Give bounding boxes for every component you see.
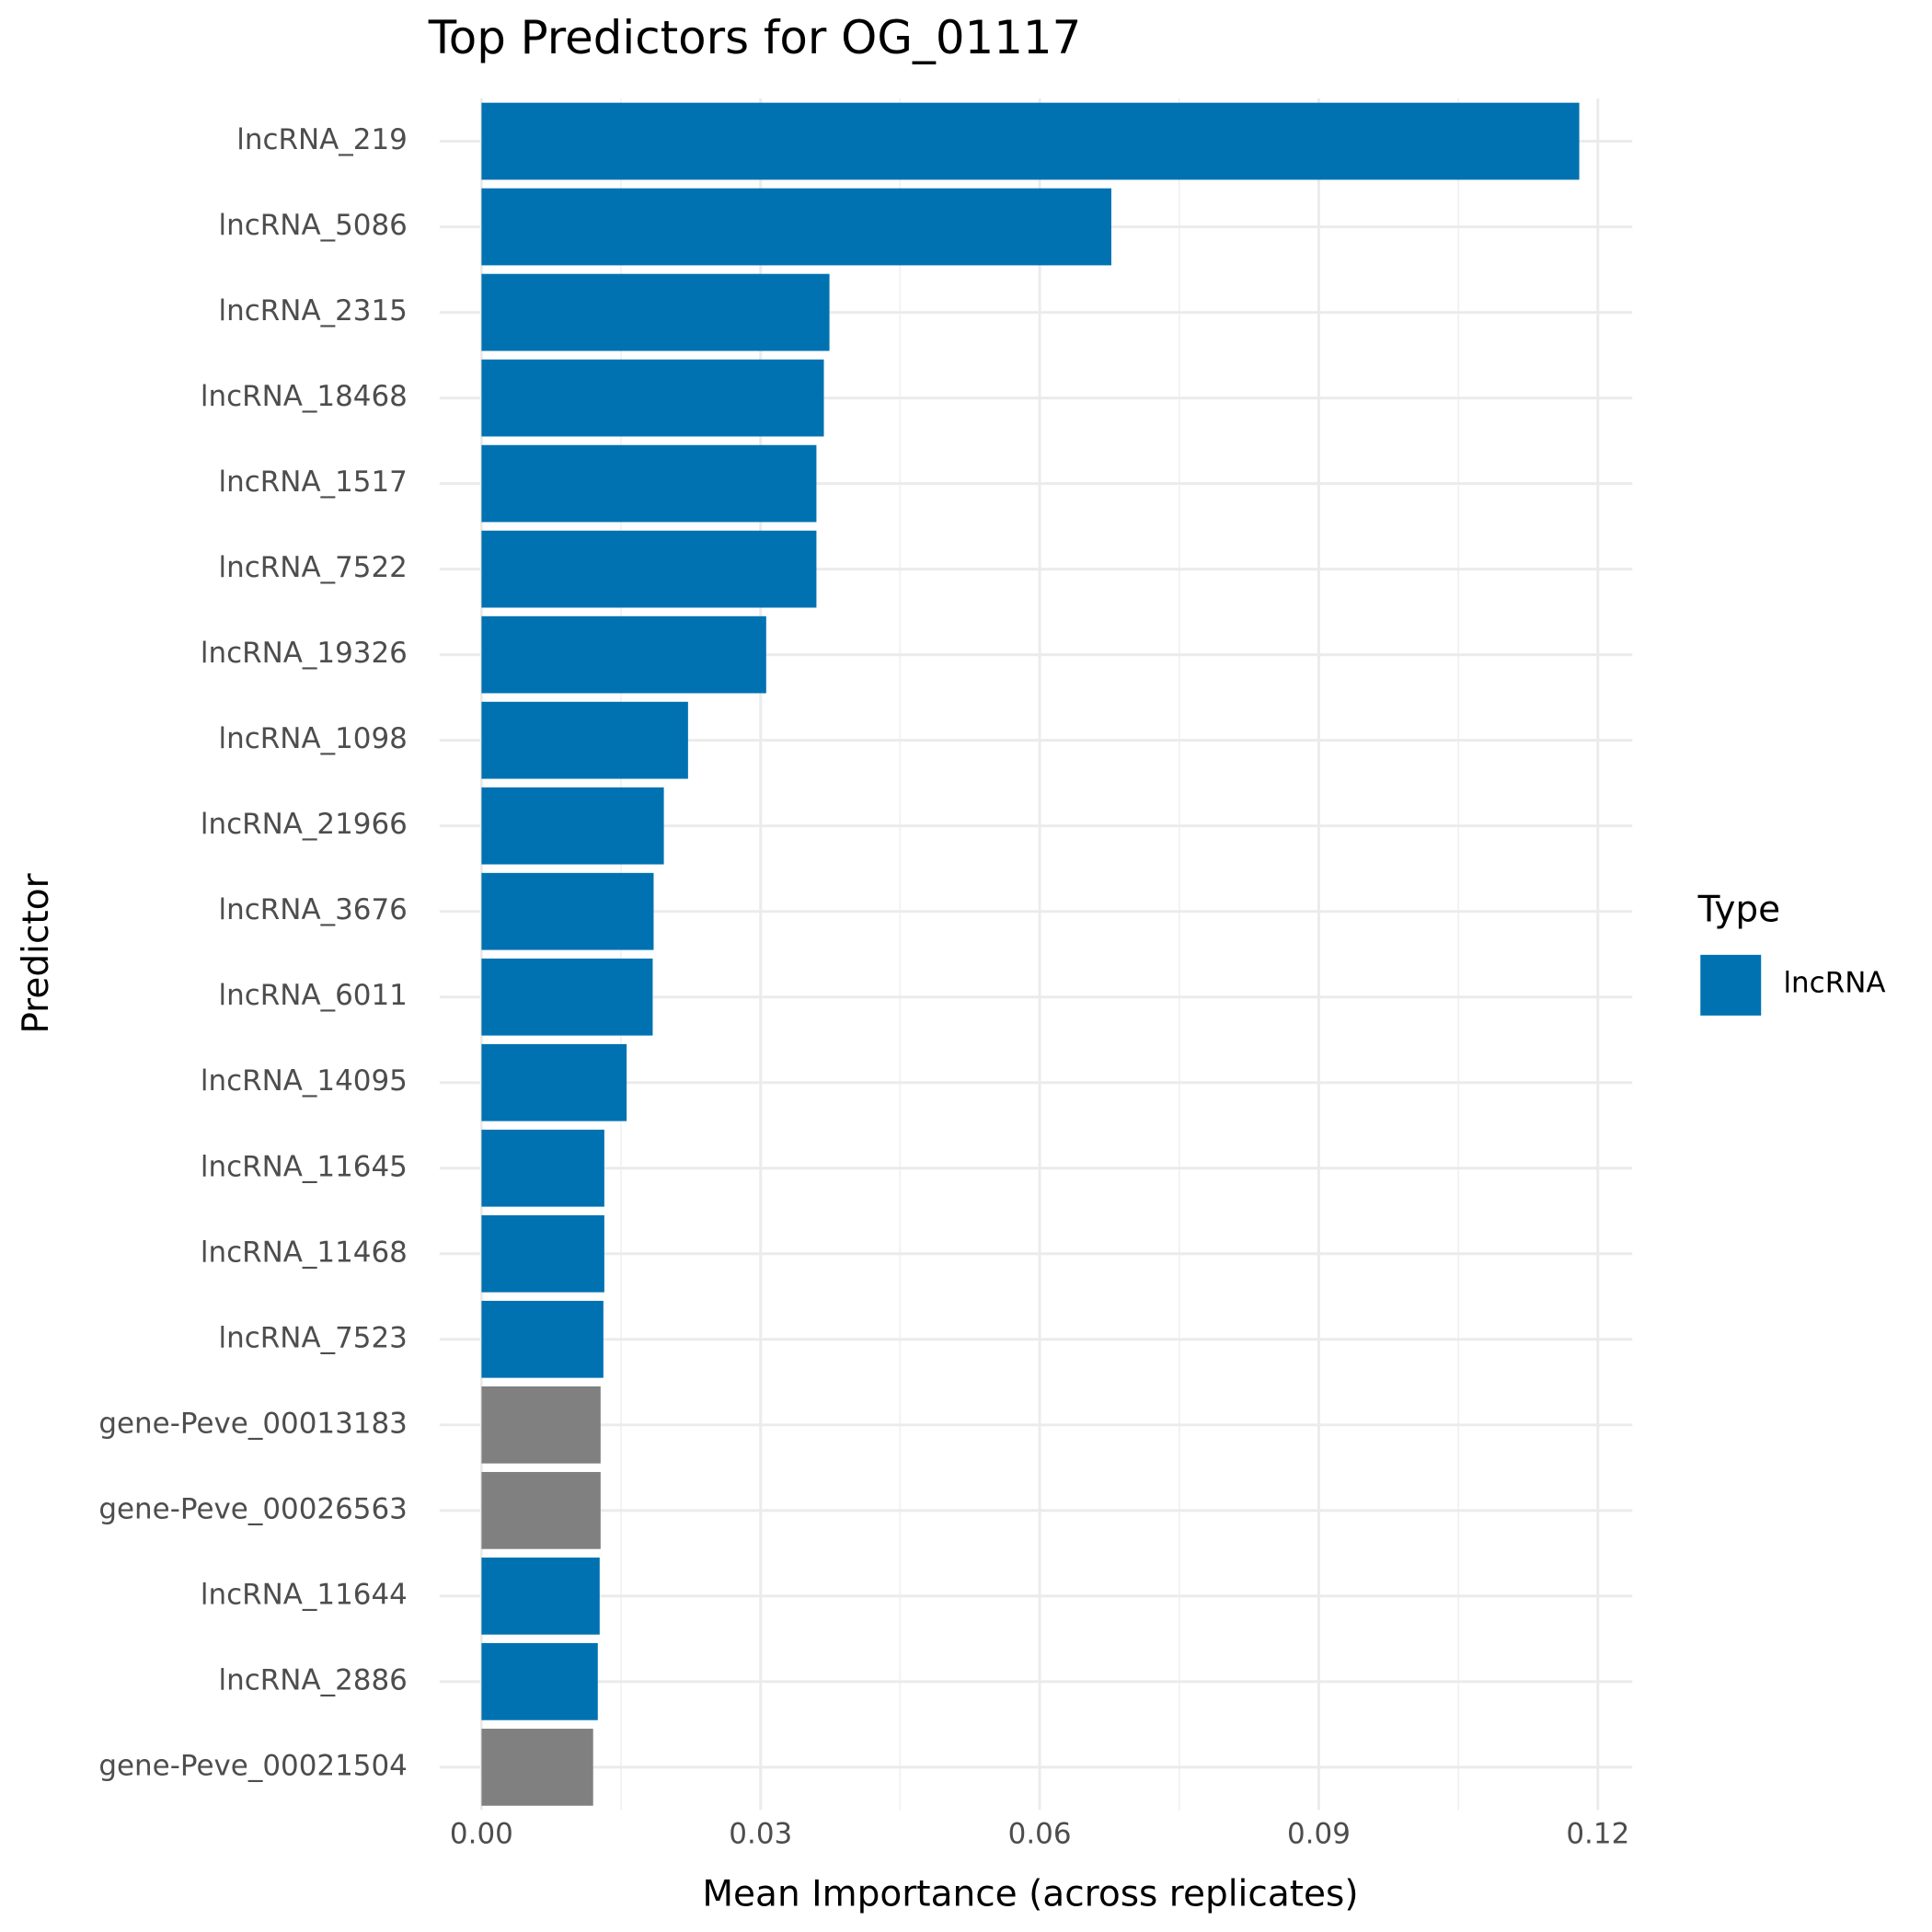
bar xyxy=(481,701,688,779)
bar xyxy=(481,615,766,694)
bar xyxy=(481,530,817,608)
y-tick-label: lncRNA_18468 xyxy=(201,380,408,413)
legend-title: Type xyxy=(1697,889,1781,930)
bar xyxy=(481,1300,604,1378)
x-tick-label: 0.12 xyxy=(1566,1818,1629,1851)
bar xyxy=(481,787,664,865)
y-tick-label: lncRNA_7523 xyxy=(219,1321,408,1354)
bar xyxy=(481,444,817,523)
y-tick-label: lncRNA_19326 xyxy=(201,637,408,670)
x-axis-title: Mean Importance (across replicates) xyxy=(702,1873,1358,1915)
bar xyxy=(481,1729,593,1806)
y-tick-label: lncRNA_11644 xyxy=(201,1578,408,1611)
bar xyxy=(481,1557,600,1635)
bar xyxy=(481,1214,604,1293)
y-tick-label: lncRNA_5086 xyxy=(219,209,408,242)
bar xyxy=(481,1043,627,1121)
bar xyxy=(481,102,1580,180)
bar xyxy=(481,1643,598,1720)
x-tick-label: 0.06 xyxy=(1008,1818,1072,1851)
y-tick-label: lncRNA_6011 xyxy=(219,979,408,1012)
y-tick-label: lncRNA_2315 xyxy=(219,294,408,328)
bar xyxy=(481,872,654,950)
bar xyxy=(481,1386,601,1464)
y-tick-label: lncRNA_2886 xyxy=(219,1663,408,1696)
x-tick-label: 0.03 xyxy=(729,1818,792,1851)
y-tick-label: gene-Peve_00013183 xyxy=(98,1407,408,1440)
y-axis-title: Predictor xyxy=(16,872,57,1033)
bar xyxy=(481,958,653,1036)
bar xyxy=(481,188,1111,266)
x-tick-label: 0.09 xyxy=(1287,1818,1351,1851)
bar xyxy=(481,1129,604,1207)
y-tick-label: lncRNA_21966 xyxy=(201,808,408,841)
bar xyxy=(481,1471,601,1549)
bar xyxy=(481,273,830,351)
y-tick-label: gene-Peve_00026563 xyxy=(98,1492,408,1525)
legend-swatch xyxy=(1700,954,1762,1016)
y-tick-label: gene-Peve_00021504 xyxy=(98,1749,408,1782)
chart-title: Top Predictors for OG_01117 xyxy=(428,11,1081,64)
legend-label: lncRNA xyxy=(1783,967,1885,1000)
y-tick-label: lncRNA_11468 xyxy=(201,1236,408,1269)
y-tick-label: lncRNA_1098 xyxy=(219,722,408,755)
y-tick-label: lncRNA_7522 xyxy=(219,551,408,584)
y-tick-label: lncRNA_14095 xyxy=(201,1064,408,1098)
y-tick-label: lncRNA_11645 xyxy=(201,1150,408,1183)
x-tick-label: 0.00 xyxy=(450,1818,513,1851)
y-tick-label: lncRNA_3676 xyxy=(219,893,408,926)
y-tick-label: lncRNA_219 xyxy=(236,123,408,156)
y-tick-label: lncRNA_1517 xyxy=(219,466,408,499)
bar xyxy=(481,359,824,437)
